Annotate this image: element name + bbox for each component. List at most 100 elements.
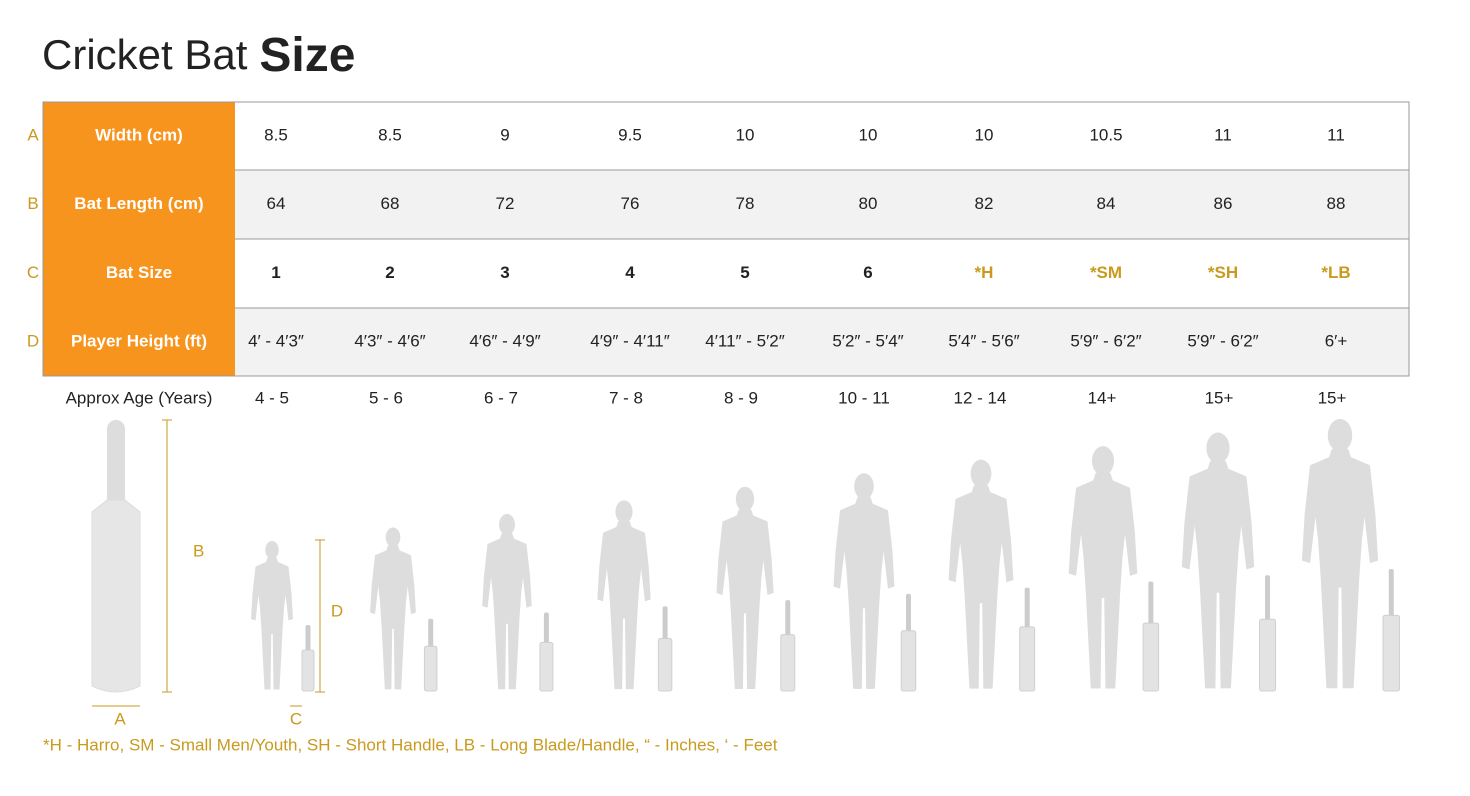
table-cell: 6′+ — [1325, 331, 1348, 350]
row-header: Bat Length (cm) — [74, 194, 203, 213]
small-bat-handle — [1148, 581, 1154, 626]
age-value: 6 - 7 — [484, 388, 518, 407]
small-bat-blade — [900, 630, 917, 692]
age-value: 10 - 11 — [838, 388, 890, 407]
small-bat-handle — [1024, 587, 1030, 629]
body — [1068, 473, 1138, 689]
head — [1091, 446, 1115, 476]
small-bat-blade — [301, 649, 315, 692]
table-cell: 10.5 — [1089, 125, 1122, 144]
row-shade — [235, 308, 1409, 376]
row-letter: A — [27, 125, 39, 144]
player-silhouette — [833, 473, 895, 689]
table-cell: *LB — [1321, 263, 1350, 282]
row-header: Bat Size — [106, 263, 172, 282]
head — [499, 513, 515, 536]
table-cell: 82 — [975, 194, 994, 213]
table-cell: 10 — [736, 125, 755, 144]
small-bat-blade — [780, 634, 796, 692]
player-silhouette — [948, 459, 1014, 689]
small-bat-blade — [1259, 618, 1277, 692]
small-bat-handle — [785, 600, 791, 637]
table-cell: 1 — [271, 263, 280, 282]
small-bat-handle — [662, 606, 668, 641]
table-cell: 68 — [381, 194, 400, 213]
body — [716, 509, 774, 689]
small-bat-handle — [305, 625, 311, 652]
age-value: 7 - 8 — [609, 388, 643, 407]
head — [385, 527, 401, 548]
table-cell: 5′2″ - 5′4″ — [832, 331, 903, 350]
header-column — [43, 102, 235, 376]
body — [948, 485, 1014, 689]
table-cell: 84 — [1097, 194, 1116, 213]
table-cell: 4′3″ - 4′6″ — [354, 331, 425, 350]
table-cell: 5 — [740, 263, 749, 282]
table-cell: 11 — [1214, 125, 1232, 144]
table-cell: 72 — [496, 194, 515, 213]
player-silhouette — [370, 527, 416, 690]
table-cell: 78 — [736, 194, 755, 213]
age-value: 8 - 9 — [724, 388, 758, 407]
table-cell: 5′9″ - 6′2″ — [1070, 331, 1141, 350]
table-cell: 86 — [1214, 194, 1233, 213]
table-cell: 11 — [1327, 125, 1345, 144]
player-silhouette — [1181, 432, 1255, 689]
head — [1206, 432, 1230, 464]
small-bat-blade — [1019, 626, 1036, 692]
age-value: 15+ — [1205, 388, 1234, 407]
table-cell: 10 — [975, 125, 994, 144]
small-bat-handle — [1265, 575, 1271, 622]
table-cell: 6 — [863, 263, 872, 282]
age-value: 15+ — [1318, 388, 1347, 407]
table-cell: 8.5 — [378, 125, 402, 144]
small-bat-handle — [543, 612, 549, 644]
table-cell: 3 — [500, 263, 509, 282]
player-silhouette — [482, 513, 532, 690]
table-cell: *H — [975, 263, 994, 282]
table-cell: 5′9″ - 6′2″ — [1187, 331, 1258, 350]
table-cell: 4′ - 4′3″ — [248, 331, 304, 350]
row-shade — [235, 170, 1409, 239]
body — [1181, 460, 1255, 689]
title-bold: Size — [259, 29, 355, 82]
body — [833, 497, 895, 689]
length-label: B — [193, 541, 204, 560]
table-cell: 4′6″ - 4′9″ — [469, 331, 540, 350]
table-cell: *SM — [1090, 263, 1122, 282]
head — [615, 500, 633, 524]
table-cell: 4′9″ - 4′11″ — [590, 331, 670, 350]
small-bat-blade — [423, 645, 438, 692]
table-cell: 88 — [1327, 194, 1346, 213]
player-silhouette — [716, 486, 774, 689]
small-bat-blade — [539, 641, 554, 692]
head — [854, 473, 874, 500]
player-silhouette — [1301, 419, 1379, 689]
bat-handle — [107, 420, 125, 520]
small-bat-handle — [428, 618, 434, 648]
age-value: 14+ — [1088, 388, 1117, 407]
page-title: Cricket Bat Size — [42, 29, 355, 82]
player-silhouette — [597, 500, 651, 690]
table-cell: 9 — [500, 125, 509, 144]
table-cell: 80 — [859, 194, 878, 213]
title-light: Cricket Bat — [42, 31, 248, 78]
bat-blade — [91, 499, 141, 693]
small-bat-handle — [905, 593, 911, 633]
row-letter: B — [27, 194, 38, 213]
head — [970, 459, 992, 488]
age-value: 5 - 6 — [369, 388, 403, 407]
table-cell: 4 — [625, 263, 635, 282]
age-value: 12 - 14 — [954, 388, 1007, 407]
small-bat-blade — [1382, 614, 1401, 692]
height-label: D — [331, 601, 343, 620]
head — [1327, 419, 1353, 452]
body — [251, 557, 293, 690]
table-cell: 4′11″ - 5′2″ — [705, 331, 785, 350]
table-cell: 9.5 — [618, 125, 642, 144]
footnote: *H - Harro, SM - Small Men/Youth, SH - S… — [43, 735, 778, 754]
head — [735, 486, 755, 512]
small-bat-handle — [1388, 569, 1394, 618]
handle-label: C — [290, 709, 302, 728]
